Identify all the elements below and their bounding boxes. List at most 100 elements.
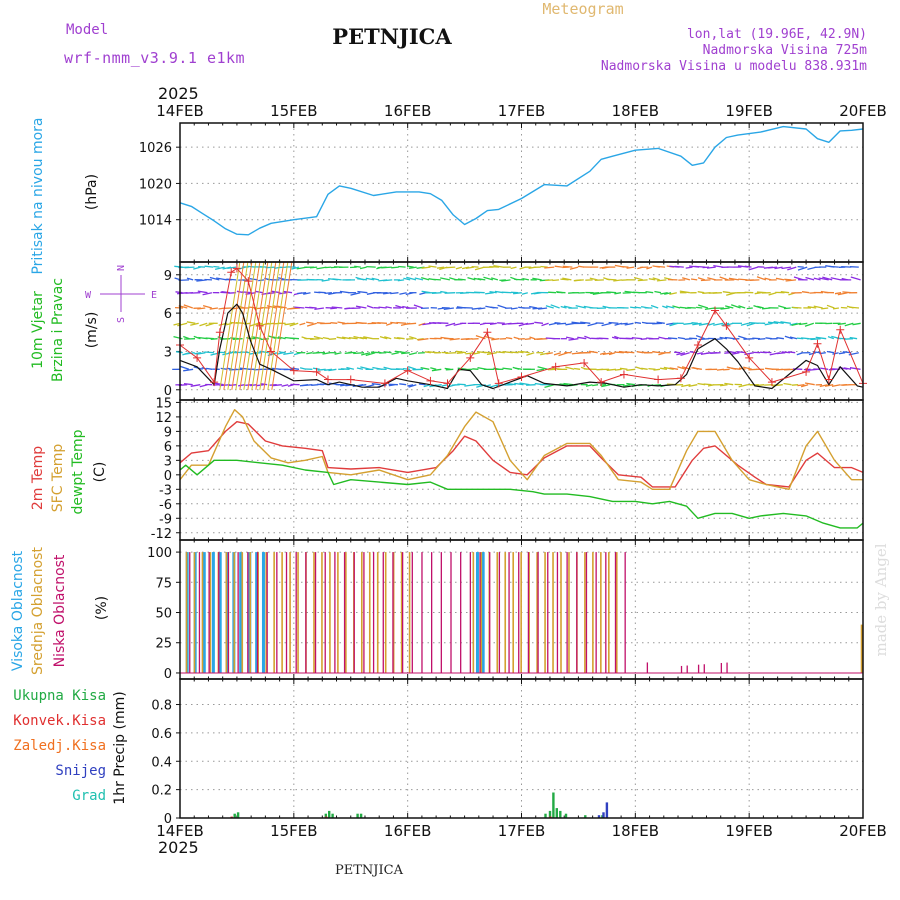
y-tick-label: 1026: [139, 141, 172, 156]
wind-arrow: [407, 365, 417, 370]
hatch-line: [259, 261, 281, 390]
wind-arrow: [395, 304, 404, 309]
wind-arrow: [183, 382, 193, 386]
low-cloud-bar: [266, 552, 268, 673]
wind-gust-marker: [443, 379, 452, 388]
wind-arrow: [744, 352, 754, 356]
wind-arrow: [514, 382, 524, 386]
hatch-line: [243, 261, 265, 390]
wind-arrow: [536, 368, 545, 372]
wind-arrow: [614, 351, 624, 354]
wind-arrow: [455, 350, 467, 354]
wind-gust-marker: [215, 328, 224, 337]
wind-arrow: [490, 306, 499, 309]
wind-arrow: [553, 352, 562, 356]
wind-arrow: [624, 351, 635, 354]
wind-arrow: [746, 322, 756, 327]
wind-arrow: [421, 276, 430, 281]
wind-arrow: [478, 307, 486, 310]
wind-arrow: [502, 367, 513, 370]
wind-arrow: [776, 352, 786, 355]
wind-arrow: [677, 336, 686, 340]
wind-arrow: [805, 276, 815, 281]
wind-arrow: [385, 306, 392, 309]
wind-arrow: [819, 384, 828, 388]
x-tick-label-top: 16FEB: [384, 102, 431, 120]
wind-arrow: [738, 335, 747, 340]
mid-cloud-bar: [592, 552, 594, 673]
wind-gust-marker: [232, 264, 241, 273]
precip-total-bar: [559, 810, 562, 818]
wind-arrow: [497, 322, 505, 324]
wind-arrow: [299, 322, 306, 326]
wind-arrow: [436, 266, 445, 269]
wind-arrow: [653, 368, 661, 371]
wind-arrow: [849, 336, 858, 340]
precip-total-bar: [356, 813, 359, 818]
wind-arrow: [336, 336, 346, 340]
wind-arrow: [366, 265, 376, 268]
wind-arrow: [428, 265, 437, 268]
wind-arrow: [692, 322, 702, 326]
cloud-bars: [180, 552, 863, 674]
mid-cloud-bar: [257, 552, 260, 673]
wind-arrow: [606, 291, 617, 294]
y-tick-label: 0.4: [151, 755, 172, 770]
wind-arrow: [249, 278, 258, 281]
wind-arrow: [626, 382, 635, 386]
wind-arrow: [633, 276, 643, 281]
wind-arrow: [756, 276, 767, 281]
wind-arrow: [422, 322, 432, 326]
x-tick-label-top: 17FEB: [498, 102, 545, 120]
wind-arrow: [746, 307, 753, 310]
wind-arrow: [332, 278, 342, 281]
wind-arrow: [645, 290, 654, 294]
y-tick-label: -6: [159, 498, 172, 513]
low-cloud-bar: [189, 552, 191, 673]
wind-gust-marker: [517, 373, 526, 381]
wind-arrow: [281, 384, 289, 387]
low-cloud-bar: [382, 552, 384, 673]
wind-arrow: [199, 322, 208, 327]
wind-arrow: [716, 368, 724, 371]
mid-cloud-bar: [241, 552, 244, 673]
wind-arrow: [748, 266, 758, 271]
model-name: wrf-nmm_v3.9.1 e1km: [64, 49, 245, 67]
y-tick-label: 0: [164, 667, 172, 682]
low-cloud-bar: [686, 665, 688, 673]
low-cloud-bar: [305, 552, 307, 673]
wind-arrow: [682, 277, 691, 281]
wind-arrow: [441, 384, 448, 387]
wind-arrow: [457, 383, 466, 386]
y-tick-label: -9: [159, 512, 172, 527]
wind-arrow: [225, 322, 233, 326]
low-cloud-bar: [720, 662, 723, 673]
wind-arrow: [394, 350, 406, 354]
x-tick-label-top: 14FEB: [156, 102, 203, 120]
wind-arrow: [359, 336, 368, 340]
wind-arrow: [554, 265, 563, 268]
panels: 1014102010260369-12-9-6-3036912150255075…: [139, 122, 867, 827]
wind-gust-marker: [346, 375, 355, 384]
low-cloud-bar: [247, 552, 249, 673]
wind-arrow: [501, 291, 512, 294]
wind-arrow: [420, 366, 430, 370]
wind-arrow: [830, 277, 841, 281]
wind-arrow: [744, 265, 752, 268]
low-cloud-bar: [479, 552, 481, 673]
wind-arrow: [357, 290, 368, 294]
wind-arrow: [544, 266, 555, 269]
wind-arrow: [689, 337, 698, 340]
mid-cloud-bar: [289, 552, 291, 673]
low-cloud-bar: [431, 552, 433, 673]
wind-arrow: [666, 322, 674, 326]
wind-arrow: [384, 336, 392, 340]
wind-arrow: [608, 321, 619, 324]
wind-arrow: [768, 266, 778, 269]
x-tick-label-top: 19FEB: [725, 102, 772, 120]
low-cloud-bar: [256, 552, 259, 673]
wind-arrow: [688, 384, 698, 388]
compass-s: S: [116, 317, 127, 323]
wind-arrow: [489, 322, 497, 325]
wind-arrow: [421, 266, 431, 269]
